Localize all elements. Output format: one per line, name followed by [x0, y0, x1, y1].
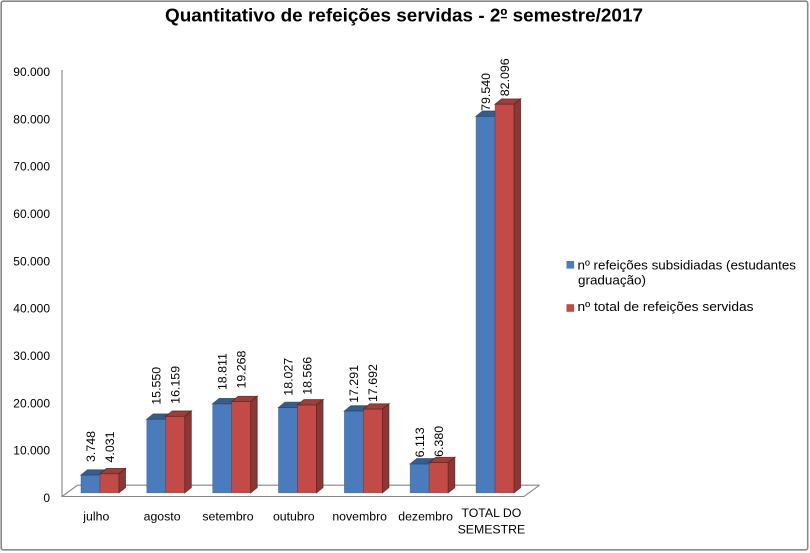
- svg-text:30.000: 30.000: [13, 349, 50, 363]
- svg-text:15.550: 15.550: [150, 367, 164, 405]
- svg-text:Quantitativo de refeições serv: Quantitativo de refeições servidas - 2º …: [165, 5, 643, 26]
- svg-text:90.000: 90.000: [13, 65, 50, 79]
- svg-text:16.159: 16.159: [169, 366, 183, 404]
- svg-text:nº refeições subsidiadas (estu: nº refeições subsidiadas (estudantes: [578, 258, 797, 272]
- svg-text:julho: julho: [82, 509, 109, 523]
- svg-text:18.566: 18.566: [300, 357, 314, 395]
- svg-text:18.811: 18.811: [216, 353, 230, 390]
- svg-text:outubro: outubro: [273, 509, 315, 523]
- svg-text:20.000: 20.000: [13, 396, 50, 410]
- svg-text:graduação): graduação): [578, 274, 646, 288]
- svg-text:80.000: 80.000: [13, 112, 50, 126]
- svg-text:3.748: 3.748: [84, 431, 98, 462]
- svg-text:6.113: 6.113: [413, 427, 427, 457]
- svg-text:TOTAL DO: TOTAL DO: [461, 506, 521, 520]
- svg-text:SEMESTRE: SEMESTRE: [458, 523, 526, 537]
- svg-text:19.268: 19.268: [235, 350, 249, 388]
- svg-text:18.027: 18.027: [281, 358, 295, 396]
- svg-text:79.540: 79.540: [479, 73, 493, 111]
- svg-text:novembro: novembro: [332, 509, 387, 523]
- svg-text:17.692: 17.692: [366, 364, 380, 402]
- svg-text:nº total de refeições servidas: nº total de refeições servidas: [578, 300, 754, 314]
- svg-text:4.031: 4.031: [103, 431, 117, 462]
- svg-text:60.000: 60.000: [13, 207, 50, 221]
- svg-text:0: 0: [43, 491, 50, 505]
- svg-text:agosto: agosto: [144, 509, 181, 523]
- svg-text:50.000: 50.000: [13, 254, 50, 268]
- svg-text:82.096: 82.096: [498, 58, 512, 96]
- svg-text:70.000: 70.000: [13, 160, 50, 174]
- svg-text:6.380: 6.380: [432, 426, 446, 457]
- svg-text:setembro: setembro: [202, 509, 253, 523]
- svg-text:10.000: 10.000: [13, 444, 50, 458]
- svg-text:40.000: 40.000: [13, 302, 50, 316]
- svg-text:dezembro: dezembro: [398, 509, 453, 523]
- svg-text:17.291: 17.291: [347, 365, 361, 403]
